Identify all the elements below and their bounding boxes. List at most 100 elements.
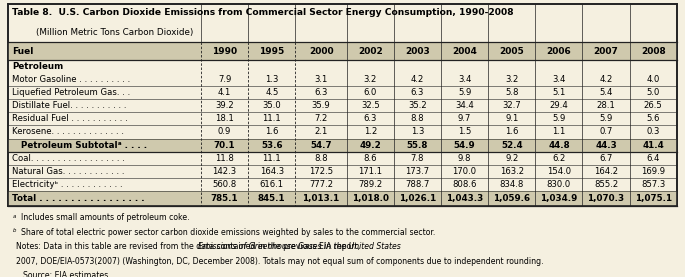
Text: 1,059.6: 1,059.6	[493, 194, 530, 203]
Text: 2008: 2008	[641, 47, 666, 56]
Text: 1,026.1: 1,026.1	[399, 194, 436, 203]
Text: Motor Gasoline . . . . . . . . . .: Motor Gasoline . . . . . . . . . .	[12, 75, 131, 84]
Text: 7.2: 7.2	[314, 114, 327, 124]
Text: 5.1: 5.1	[552, 88, 566, 98]
Text: 5.8: 5.8	[505, 88, 519, 98]
Bar	[8, 4, 677, 206]
Text: 39.2: 39.2	[215, 101, 234, 111]
Text: 49.2: 49.2	[360, 141, 382, 150]
Text: Natural Gas. . . . . . . . . . . .: Natural Gas. . . . . . . . . . . .	[12, 167, 125, 176]
Text: 142.3: 142.3	[212, 167, 237, 176]
Text: 44.3: 44.3	[595, 141, 617, 150]
Text: 0.3: 0.3	[647, 127, 660, 137]
Text: 34.4: 34.4	[456, 101, 474, 111]
Text: 857.3: 857.3	[641, 180, 665, 189]
Text: 35.0: 35.0	[262, 101, 281, 111]
Text: 616.1: 616.1	[260, 180, 284, 189]
Text: 845.1: 845.1	[258, 194, 286, 203]
Text: 4.2: 4.2	[599, 75, 613, 84]
Text: 2007: 2007	[594, 47, 619, 56]
Text: $^a$: $^a$	[12, 213, 17, 222]
Text: 35.2: 35.2	[408, 101, 427, 111]
Text: 6.4: 6.4	[647, 154, 660, 163]
Text: Coal. . . . . . . . . . . . . . . . . .: Coal. . . . . . . . . . . . . . . . . .	[12, 154, 125, 163]
Text: Emissions of Greenhouse Gases in the United States: Emissions of Greenhouse Gases in the Uni…	[198, 242, 400, 251]
Text: 11.1: 11.1	[262, 114, 281, 124]
Text: 0.7: 0.7	[599, 127, 613, 137]
Text: 32.7: 32.7	[502, 101, 521, 111]
Text: 35.9: 35.9	[312, 101, 330, 111]
Text: 777.2: 777.2	[309, 180, 333, 189]
Text: 8.6: 8.6	[364, 154, 377, 163]
Bar	[8, 42, 677, 60]
Text: 44.8: 44.8	[548, 141, 570, 150]
Text: 32.5: 32.5	[361, 101, 379, 111]
Text: Distillate Fuel. . . . . . . . . . .: Distillate Fuel. . . . . . . . . . .	[12, 101, 127, 111]
Text: 70.1: 70.1	[214, 141, 236, 150]
Text: 3.2: 3.2	[364, 75, 377, 84]
Text: 1995: 1995	[259, 47, 284, 56]
Text: 6.0: 6.0	[364, 88, 377, 98]
Text: 5.4: 5.4	[599, 88, 613, 98]
Text: 4.2: 4.2	[411, 75, 424, 84]
Text: 1.3: 1.3	[265, 75, 279, 84]
Text: 6.3: 6.3	[364, 114, 377, 124]
Text: 53.6: 53.6	[261, 141, 283, 150]
Text: Residual Fuel . . . . . . . . . . .: Residual Fuel . . . . . . . . . . .	[12, 114, 128, 124]
Text: 170.0: 170.0	[453, 167, 477, 176]
Text: 5.9: 5.9	[599, 114, 613, 124]
Text: 2002: 2002	[358, 47, 383, 56]
Text: Fuel: Fuel	[12, 47, 34, 56]
Text: 1.6: 1.6	[265, 127, 279, 137]
Text: 4.5: 4.5	[265, 88, 279, 98]
Text: Liquefied Petroleum Gas. . .: Liquefied Petroleum Gas. . .	[12, 88, 131, 98]
Text: 855.2: 855.2	[594, 180, 618, 189]
Text: 164.2: 164.2	[594, 167, 618, 176]
Text: Petroleum Subtotalᵃ . . . .: Petroleum Subtotalᵃ . . . .	[12, 141, 147, 150]
Text: 8.8: 8.8	[314, 154, 328, 163]
Text: 18.1: 18.1	[215, 114, 234, 124]
Text: 834.8: 834.8	[499, 180, 524, 189]
Text: $^b$: $^b$	[12, 228, 18, 237]
Text: 5.9: 5.9	[552, 114, 566, 124]
Text: 154.0: 154.0	[547, 167, 571, 176]
Text: 2007, DOE/EIA-0573(2007) (Washington, DC, December 2008). Totals may not equal s: 2007, DOE/EIA-0573(2007) (Washington, DC…	[16, 257, 543, 265]
Text: 6.7: 6.7	[599, 154, 613, 163]
Text: 789.2: 789.2	[358, 180, 382, 189]
Text: Kerosene. . . . . . . . . . . . . .: Kerosene. . . . . . . . . . . . . .	[12, 127, 125, 137]
Text: 1,075.1: 1,075.1	[634, 194, 672, 203]
Text: 5.0: 5.0	[647, 88, 660, 98]
Text: Notes: Data in this table are revised from the data contained in the previous EI: Notes: Data in this table are revised fr…	[16, 242, 362, 251]
Text: 560.8: 560.8	[212, 180, 237, 189]
Text: Electricityᵇ . . . . . . . . . . . .: Electricityᵇ . . . . . . . . . . . .	[12, 180, 123, 189]
Text: 5.9: 5.9	[458, 88, 471, 98]
Text: 1990: 1990	[212, 47, 237, 56]
Text: 55.8: 55.8	[407, 141, 428, 150]
Text: 5.6: 5.6	[647, 114, 660, 124]
Text: 0.9: 0.9	[218, 127, 232, 137]
Text: 172.5: 172.5	[309, 167, 333, 176]
Text: 1,013.1: 1,013.1	[303, 194, 340, 203]
Text: 3.1: 3.1	[314, 75, 327, 84]
Text: 1,043.3: 1,043.3	[446, 194, 483, 203]
Text: 54.7: 54.7	[310, 141, 332, 150]
Bar	[8, 138, 677, 152]
Text: Includes small amounts of petroleum coke.: Includes small amounts of petroleum coke…	[21, 213, 189, 222]
Text: 29.4: 29.4	[549, 101, 569, 111]
Text: 6.2: 6.2	[552, 154, 566, 163]
Text: 2000: 2000	[309, 47, 334, 56]
Text: 41.4: 41.4	[643, 141, 664, 150]
Text: 1.5: 1.5	[458, 127, 471, 137]
Text: 4.0: 4.0	[647, 75, 660, 84]
Text: 2004: 2004	[452, 47, 477, 56]
Text: 1,034.9: 1,034.9	[540, 194, 577, 203]
Text: 808.6: 808.6	[453, 180, 477, 189]
Text: 9.1: 9.1	[505, 114, 519, 124]
Text: 2006: 2006	[547, 47, 571, 56]
Text: 788.7: 788.7	[406, 180, 429, 189]
Text: 26.5: 26.5	[644, 101, 662, 111]
Text: 9.2: 9.2	[505, 154, 519, 163]
Text: 1,018.0: 1,018.0	[352, 194, 389, 203]
Text: 7.9: 7.9	[218, 75, 232, 84]
Text: 785.1: 785.1	[211, 194, 238, 203]
